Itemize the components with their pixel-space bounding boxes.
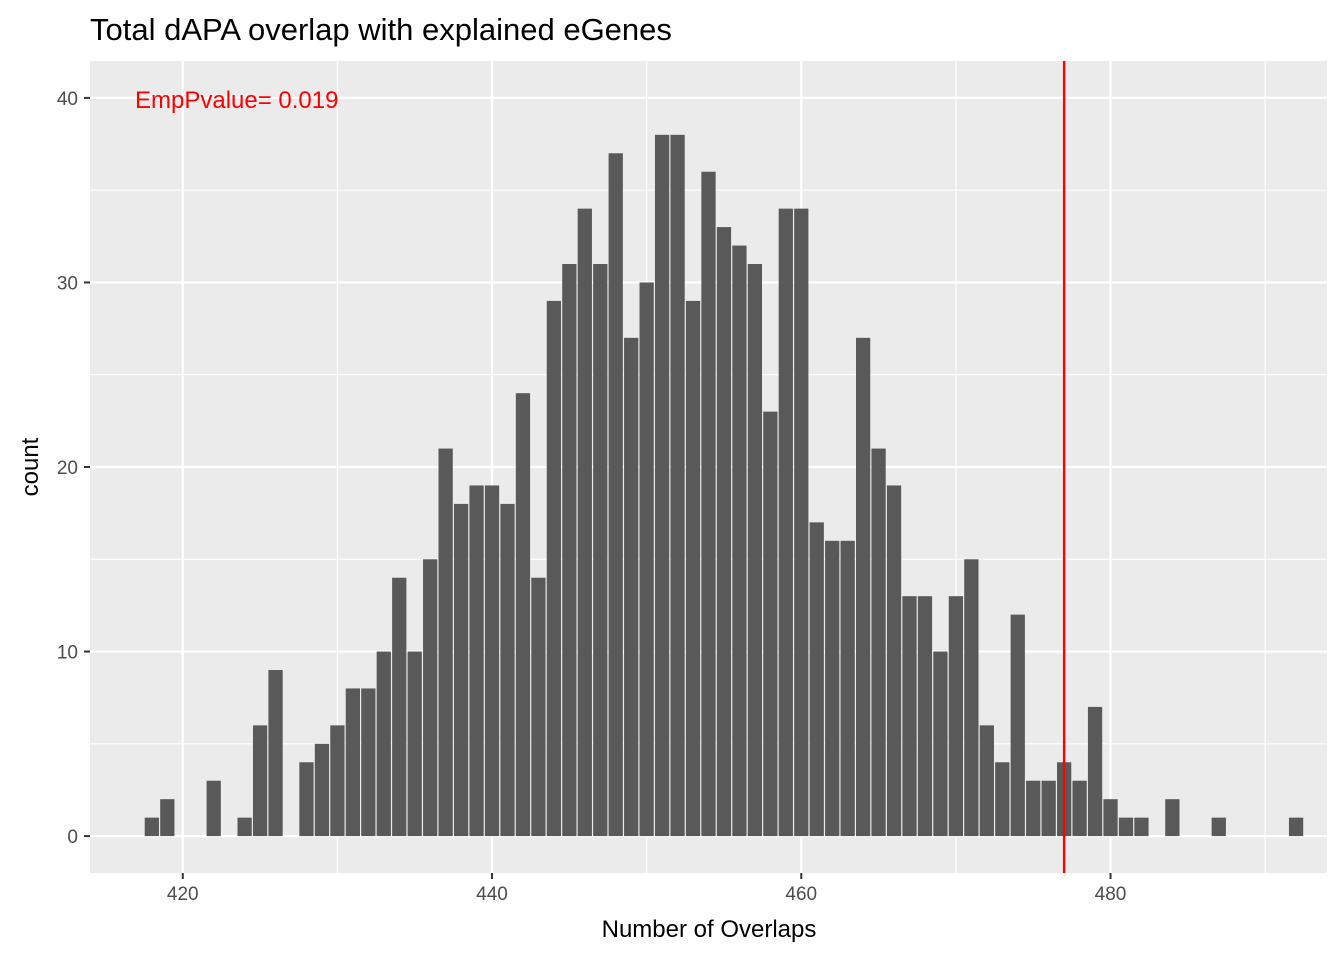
y-axis-title: count [17, 437, 44, 496]
histogram-bar [1010, 614, 1025, 837]
x-tick-label: 440 [476, 884, 508, 905]
histogram-bar [979, 725, 994, 837]
histogram-bar [654, 134, 670, 837]
histogram-bar [1211, 817, 1226, 837]
histogram-bar [995, 762, 1010, 837]
histogram-bar [886, 485, 902, 837]
histogram-bar [407, 651, 422, 837]
y-tick-label: 30 [57, 273, 78, 294]
histogram-bar [1072, 780, 1087, 837]
histogram-bar [1134, 817, 1149, 837]
histogram-bar [237, 817, 252, 837]
bars [144, 134, 1304, 837]
histogram-bar [562, 264, 577, 837]
histogram-bar [469, 485, 484, 837]
y-tick-label: 40 [57, 89, 78, 110]
histogram-bar [531, 577, 546, 837]
histogram-bar [716, 227, 732, 837]
histogram-bar [376, 651, 391, 837]
histogram-bar [1103, 799, 1118, 837]
histogram-bar [593, 264, 608, 837]
histogram-bar [268, 670, 283, 837]
histogram-bar [917, 596, 933, 837]
histogram-bar [484, 485, 500, 837]
histogram-bar [964, 559, 979, 837]
axes: 0 10 20 30 40 420 440 460 480 [57, 89, 1127, 905]
histogram-bar [206, 780, 221, 837]
histogram-bar [160, 799, 175, 837]
histogram-bar [392, 577, 407, 837]
histogram-bar [732, 245, 747, 837]
histogram-bar [252, 725, 268, 837]
histogram-bar [299, 762, 314, 837]
histogram-bar [825, 540, 840, 837]
y-tick-label: 10 [57, 643, 78, 664]
x-tick-label: 460 [785, 884, 817, 905]
histogram-bar [670, 134, 685, 837]
histogram-bar [361, 688, 376, 837]
histogram-bar [1026, 780, 1041, 837]
histogram-bar [453, 503, 469, 837]
histogram-bar [840, 540, 855, 837]
histogram-bar [330, 725, 345, 837]
histogram-bar [314, 743, 330, 837]
histogram-bar [1087, 706, 1103, 837]
histogram-bar [423, 559, 438, 837]
histogram-bar [546, 300, 562, 837]
histogram-bar [778, 208, 793, 837]
histogram-bar [933, 651, 948, 837]
histogram-bar [794, 208, 809, 837]
x-axis-title: Number of Overlaps [602, 916, 817, 943]
histogram-bar [345, 688, 360, 837]
histogram-bar [763, 411, 778, 837]
histogram-bar [747, 264, 763, 837]
histogram-bar [144, 817, 159, 837]
histogram-bar [685, 300, 701, 837]
histogram-bar [948, 596, 964, 837]
histogram-bar [608, 153, 623, 837]
histogram-bar [1288, 817, 1304, 837]
histogram-bar [809, 522, 824, 837]
y-tick-label: 20 [57, 458, 78, 479]
histogram-bar [577, 208, 592, 837]
chart-title: Total dAPA overlap with explained eGenes [90, 12, 672, 47]
histogram-bar [902, 596, 917, 837]
histogram-bar [701, 171, 716, 837]
histogram-bar [515, 393, 531, 837]
histogram-bar [855, 337, 871, 837]
histogram-bar [1165, 799, 1180, 837]
x-tick-label: 420 [167, 884, 199, 905]
histogram-bar [1118, 817, 1134, 837]
histogram-bar [500, 503, 515, 837]
histogram-bar [438, 448, 453, 837]
histogram-bar [624, 337, 639, 837]
histogram-bar [1041, 780, 1056, 837]
x-tick-label: 480 [1095, 884, 1127, 905]
emp-pvalue-annotation: EmpPvalue= 0.019 [135, 87, 338, 114]
y-tick-label: 0 [67, 827, 78, 848]
histogram-bar [871, 448, 886, 837]
histogram-bar [639, 282, 654, 837]
